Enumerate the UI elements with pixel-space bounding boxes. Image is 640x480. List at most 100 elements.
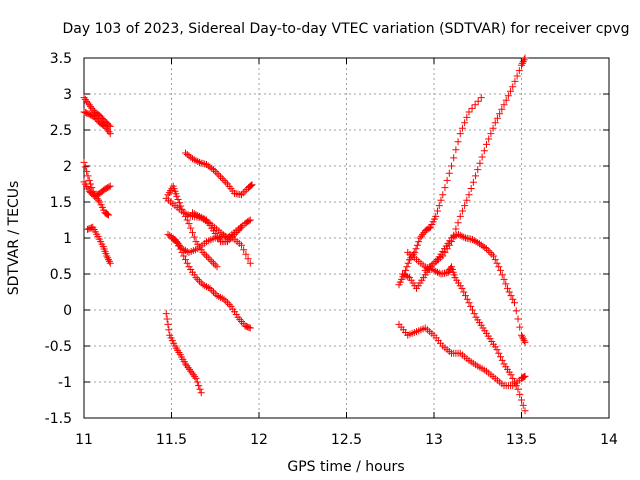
data-point (474, 97, 482, 105)
data-point (400, 271, 408, 279)
data-point (434, 268, 441, 276)
data-point (80, 94, 88, 102)
y-tick-label: 1.5 (50, 195, 72, 211)
data-point (81, 95, 89, 103)
chart-title: Day 103 of 2023, Sidereal Day-to-day VTE… (63, 21, 630, 37)
data-point (194, 275, 202, 283)
x-tick-label: 13 (425, 432, 443, 448)
data-point (169, 234, 177, 242)
data-point (452, 225, 460, 233)
series-s16 (395, 320, 529, 390)
data-point (430, 266, 438, 274)
data-point (208, 257, 216, 265)
data-point (443, 245, 451, 253)
data-point (509, 374, 517, 382)
data-point (516, 391, 524, 399)
data-point (185, 220, 193, 228)
data-point (194, 212, 202, 219)
data-point (84, 99, 92, 107)
data-point (244, 255, 252, 263)
data-point (185, 365, 193, 373)
series-s17 (421, 54, 529, 274)
data-point (467, 185, 475, 192)
data-point (187, 224, 195, 232)
data-point (481, 244, 489, 252)
data-point (85, 176, 93, 184)
data-point (483, 245, 490, 253)
data-point (189, 155, 196, 163)
data-point (182, 360, 189, 368)
data-point (439, 191, 447, 199)
data-point (447, 264, 455, 272)
data-point (206, 256, 214, 264)
data-point (103, 210, 111, 218)
data-point (196, 277, 203, 285)
data-point (404, 259, 412, 267)
data-point (88, 184, 96, 192)
data-point (458, 232, 466, 240)
data-point (225, 301, 233, 309)
data-point (416, 234, 424, 242)
data-point (491, 256, 499, 264)
data-point (399, 270, 406, 278)
data-point (500, 275, 508, 283)
series-s8 (164, 230, 254, 332)
data-point (476, 159, 484, 167)
data-point (192, 211, 200, 219)
data-point (520, 373, 528, 381)
data-point (484, 247, 492, 255)
data-point (463, 295, 471, 303)
data-point (187, 367, 195, 375)
series-s3 (80, 158, 112, 219)
x-axis-label: GPS time / hours (287, 459, 404, 475)
data-point (83, 97, 91, 105)
data-point (432, 267, 440, 275)
data-point (224, 238, 231, 246)
data-point (246, 216, 254, 224)
data-point (201, 215, 209, 223)
y-tick-label: 2 (63, 159, 72, 175)
y-axis-label: SDTVAR / TECUs (6, 181, 22, 296)
data-point (502, 96, 510, 104)
y-tick-labels: -1.5 -1 -0.5 0 0.5 1 1.5 2 2.5 3 3.5 (45, 51, 72, 427)
x-tick-label: 14 (600, 432, 618, 448)
data-point (516, 323, 524, 331)
data-point (451, 232, 459, 240)
data-point (463, 113, 471, 121)
data-point (104, 254, 112, 262)
data-point (478, 153, 486, 161)
data-point (413, 241, 421, 249)
data-point (182, 247, 189, 255)
data-point (509, 83, 517, 91)
y-tick-label: -1.5 (45, 411, 72, 427)
data-point (185, 152, 193, 160)
data-point (511, 299, 518, 307)
data-point (435, 202, 443, 210)
data-point (217, 293, 224, 301)
data-point (106, 259, 114, 267)
data-point (519, 373, 527, 381)
data-point (493, 114, 501, 122)
data-point (448, 162, 455, 170)
data-point (102, 124, 110, 132)
data-point (84, 172, 92, 180)
y-tick-label: 0 (63, 303, 72, 319)
data-point (472, 172, 480, 180)
data-point (463, 196, 471, 204)
x-tick-label: 11.5 (156, 432, 187, 448)
data-point (456, 130, 464, 138)
data-point (504, 284, 511, 292)
data-point (94, 196, 102, 204)
data-point (174, 195, 182, 203)
data-point (474, 166, 482, 174)
data-point (462, 292, 469, 300)
data-point (105, 128, 113, 136)
data-point (448, 238, 455, 246)
data-point (211, 167, 219, 175)
series-s2 (80, 108, 114, 138)
data-point (222, 178, 230, 186)
data-point (164, 320, 172, 328)
data-point (402, 272, 410, 280)
data-point (106, 130, 114, 138)
